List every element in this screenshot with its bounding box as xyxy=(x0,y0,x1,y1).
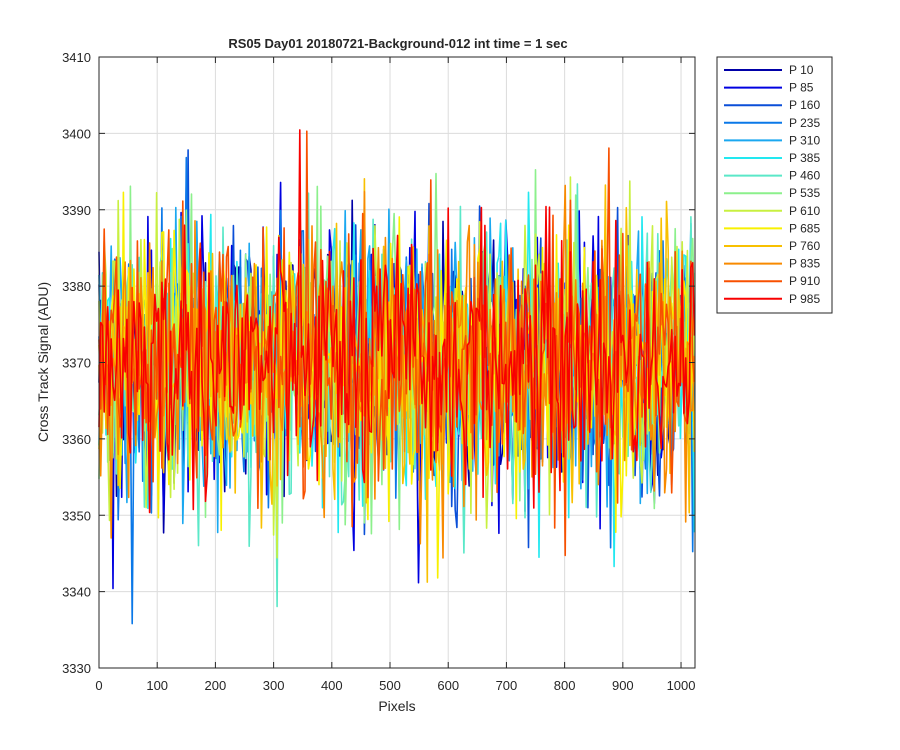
x-tick-label: 1000 xyxy=(667,678,696,693)
legend-label: P 685 xyxy=(789,221,820,235)
y-tick-label: 3340 xyxy=(62,585,91,600)
legend-label: P 460 xyxy=(789,169,820,183)
y-tick-label: 3350 xyxy=(62,508,91,523)
x-tick-label: 800 xyxy=(554,678,576,693)
legend-label: P 160 xyxy=(789,98,820,112)
legend-label: P 235 xyxy=(789,116,820,130)
legend-label: P 835 xyxy=(789,257,820,271)
legend-label: P 910 xyxy=(789,274,820,288)
y-tick-label: 3400 xyxy=(62,126,91,141)
legend-box xyxy=(716,56,833,314)
legend-label: P 985 xyxy=(789,292,820,306)
legend: P 10 P 85 P 160 P 235 P 310 P 385 P 460 P 535 P … xyxy=(716,56,833,314)
x-tick-label: 400 xyxy=(321,678,343,693)
legend-label: P 535 xyxy=(789,186,820,200)
y-axis: 3330 3340 3350 3360 3370 3380 3390 3400 3410 xyxy=(62,50,695,676)
legend-label: P 10 xyxy=(789,63,814,77)
x-tick-label: 900 xyxy=(612,678,634,693)
y-tick-label: 3370 xyxy=(62,356,91,371)
y-tick-label: 3410 xyxy=(62,50,91,65)
series-line-p985 xyxy=(98,129,696,514)
x-tick-label: 600 xyxy=(437,678,459,693)
x-tick-label: 700 xyxy=(496,678,518,693)
y-axis-label: Cross Track Signal (ADU) xyxy=(35,282,51,442)
series-group xyxy=(98,129,696,625)
series-line-p910 xyxy=(98,130,696,557)
x-tick-label: 0 xyxy=(95,678,102,693)
x-tick-label: 500 xyxy=(379,678,401,693)
legend-label: P 760 xyxy=(789,239,820,253)
y-tick-label: 3330 xyxy=(62,661,91,676)
legend-label: P 85 xyxy=(789,81,814,95)
x-tick-label: 200 xyxy=(205,678,227,693)
chart-title: RS05 Day01 20180721-Background-012 int t… xyxy=(228,36,567,51)
legend-label: P 385 xyxy=(789,151,820,165)
x-axis: 0 100 200 300 400 500 600 700 800 900 1000 xyxy=(95,57,695,693)
legend-label: P 310 xyxy=(789,133,820,147)
y-tick-label: 3360 xyxy=(62,432,91,447)
y-tick-label: 3390 xyxy=(62,203,91,218)
legend-label: P 610 xyxy=(789,204,820,218)
x-tick-label: 300 xyxy=(263,678,285,693)
x-axis-label: Pixels xyxy=(378,698,415,714)
y-tick-label: 3380 xyxy=(62,279,91,294)
x-tick-label: 100 xyxy=(146,678,168,693)
